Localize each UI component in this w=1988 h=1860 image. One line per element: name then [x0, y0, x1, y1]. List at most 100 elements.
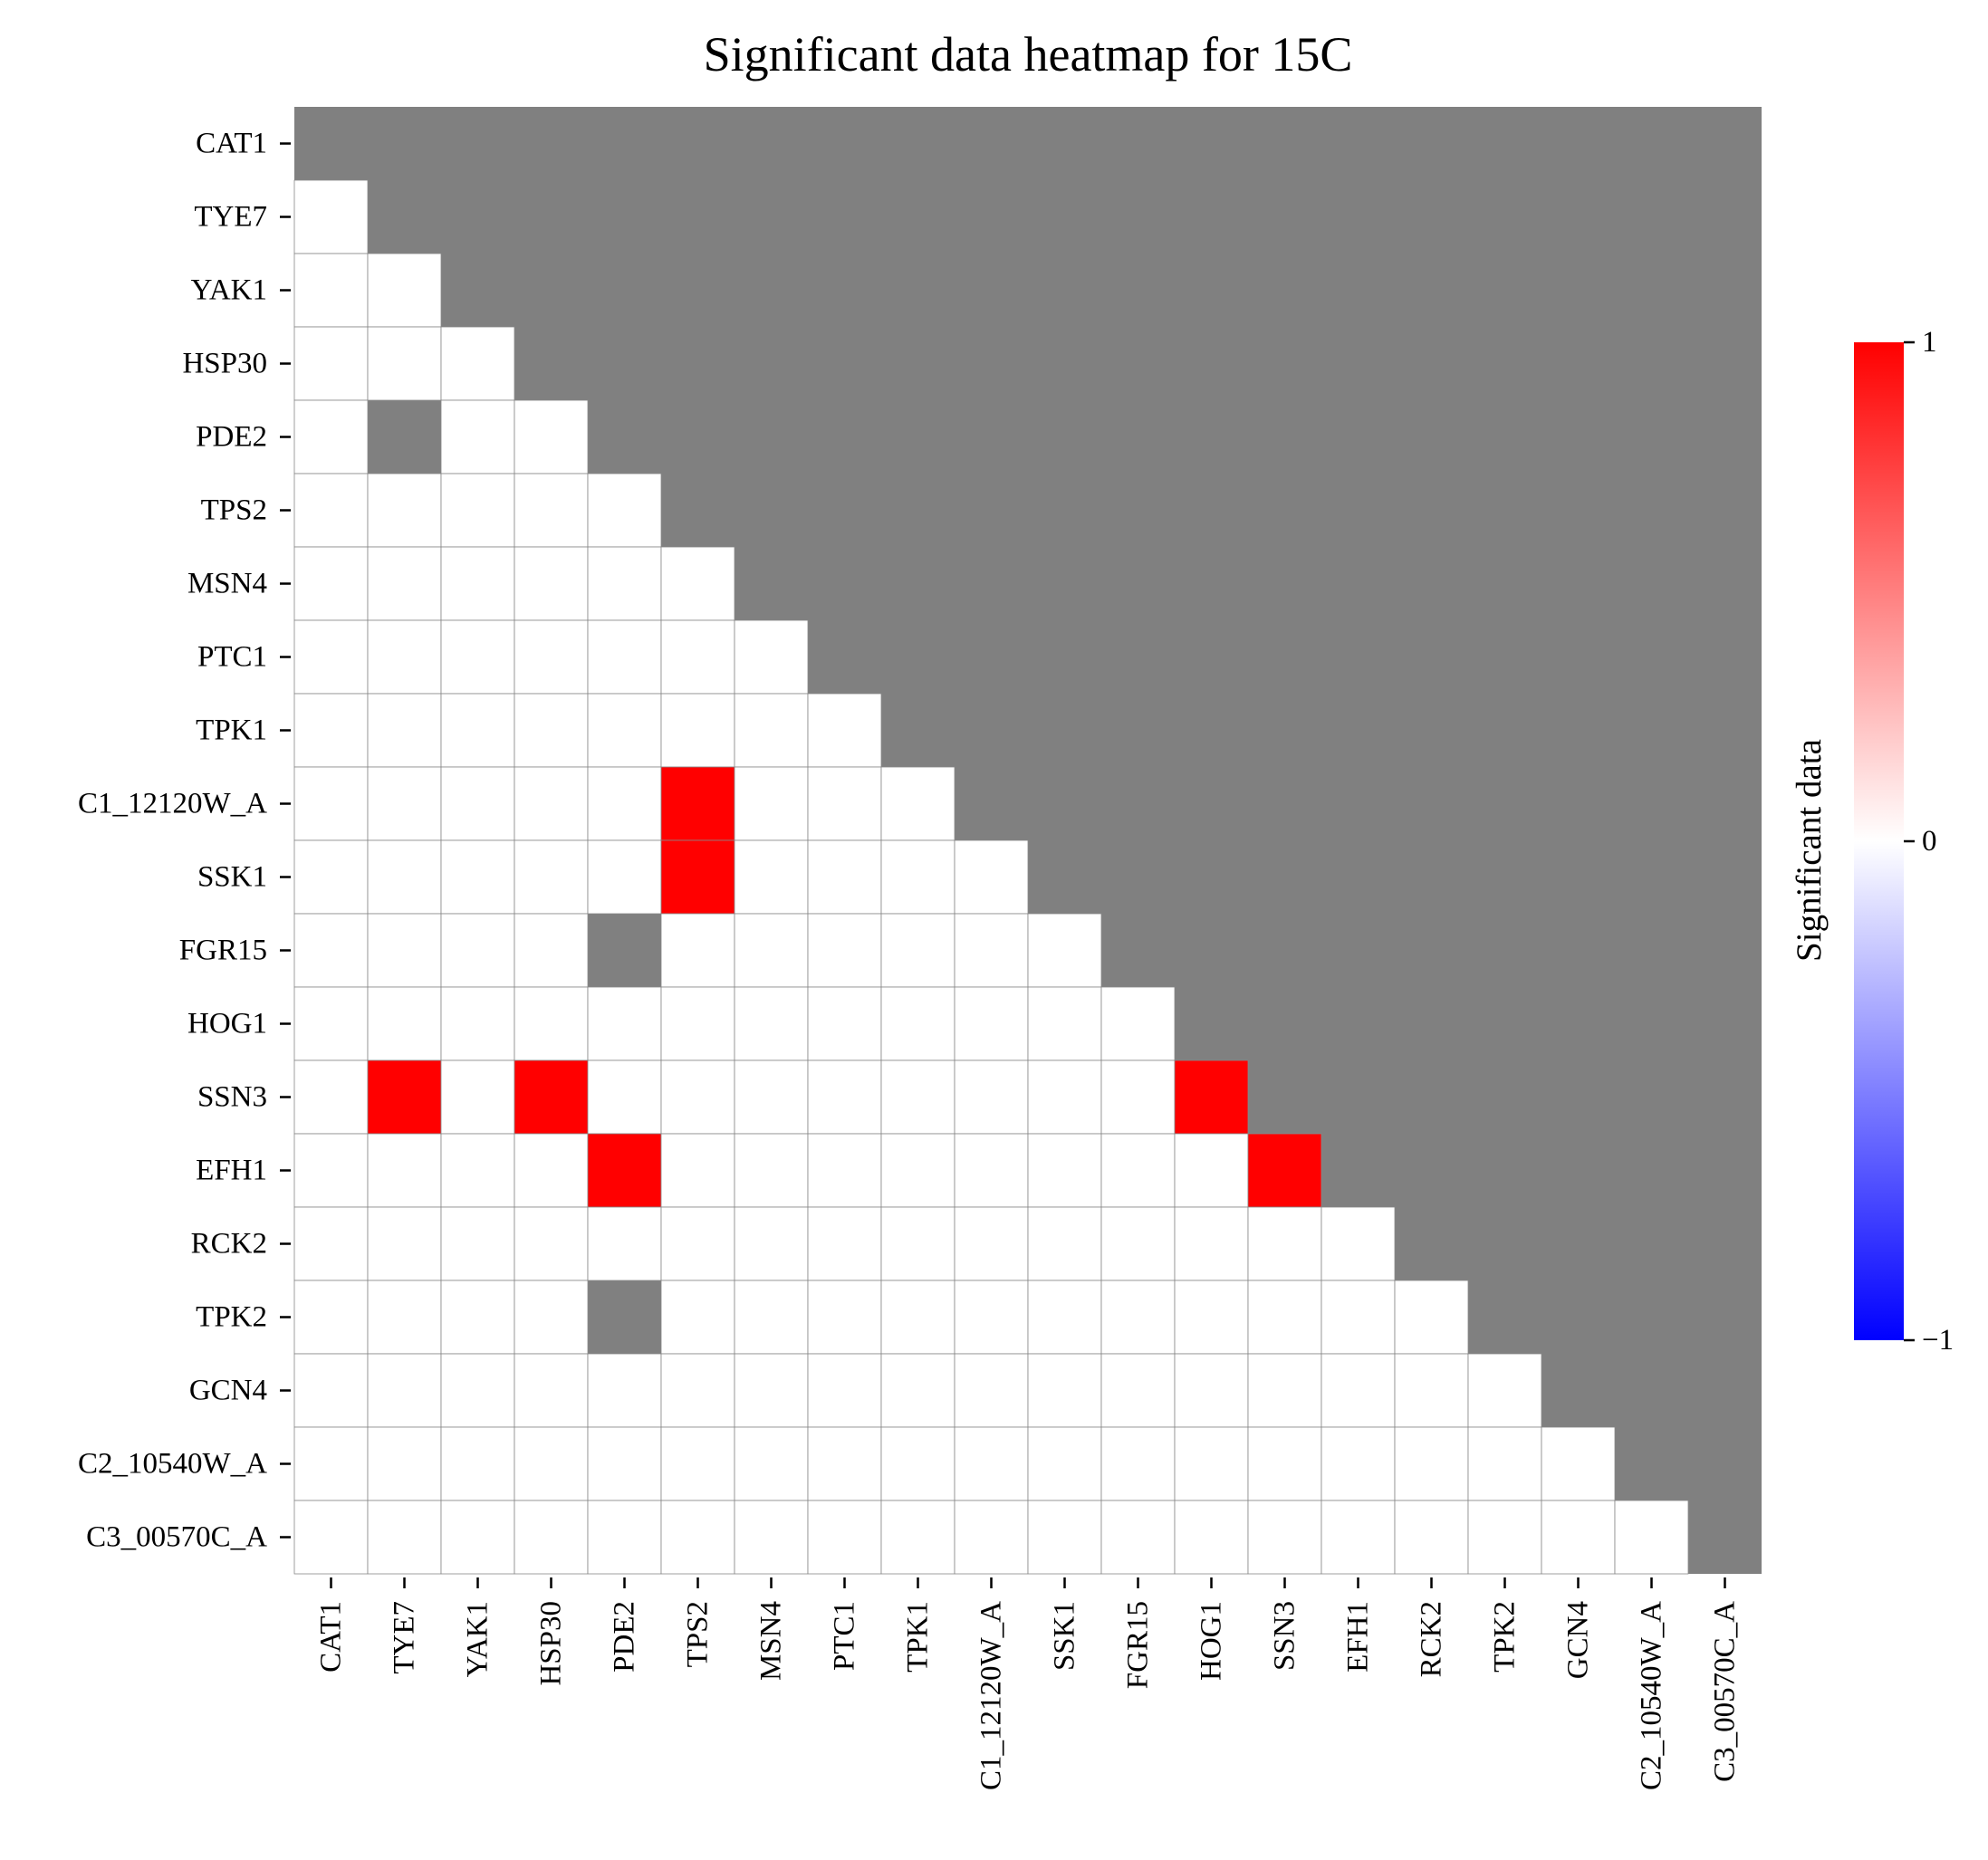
heatmap-cell-RCK2-MSN4 — [734, 1206, 809, 1281]
heatmap-cell-C1_12120W_A-PTC1 — [807, 766, 882, 841]
heatmap-cell-EFH1-HOG1 — [1174, 1133, 1249, 1208]
heatmap-cell-C2_10540W_A-PTC1 — [807, 1426, 882, 1501]
heatmap-cell-C2_10540W_A-TYE7 — [367, 1426, 442, 1501]
heatmap-cell-GCN4-EFH1 — [1321, 1353, 1396, 1428]
heatmap-cell-C2_10540W_A-FGR15 — [1100, 1426, 1176, 1501]
heatmap-cell-C2_10540W_A-SSK1 — [1027, 1426, 1102, 1501]
heatmap-cell-TPK1-PDE2 — [587, 693, 662, 768]
heatmap-cell-C3_00570C_A-RCK2 — [1394, 1500, 1469, 1575]
heatmap-cell-MSN4-HSP30 — [514, 546, 589, 621]
heatmap-cell-HOG1-FGR15 — [1100, 986, 1176, 1061]
heatmap-cell-TPK1-PTC1 — [807, 693, 882, 768]
heatmap-cell-RCK2-HOG1 — [1174, 1206, 1249, 1281]
colorbar: 1 0 −1 Significant data — [1790, 326, 1954, 1357]
heatmap-cell-RCK2-HSP30 — [514, 1206, 589, 1281]
heatmap-cell-TPK2-HOG1 — [1174, 1280, 1249, 1355]
heatmap-cell-TPK1-CAT1 — [293, 693, 369, 768]
heatmap-cell-RCK2-TPK1 — [880, 1206, 956, 1281]
heatmap-cell-MSN4-TYE7 — [367, 546, 442, 621]
heatmap-cell-SSK1-TPS2 — [660, 839, 735, 915]
y-tick-label-C2_10540W_A: C2_10540W_A — [78, 1448, 267, 1481]
heatmap-cell-GCN4-TPK2 — [1467, 1353, 1542, 1428]
heatmap-cell-HSP30-YAK1 — [440, 326, 515, 401]
x-tick-label-CAT1: CAT1 — [315, 1601, 348, 1673]
heatmap-cell-GCN4-YAK1 — [440, 1353, 515, 1428]
heatmap-cell-EFH1-SSN3 — [1247, 1133, 1322, 1208]
y-tick-label-GCN4: GCN4 — [189, 1375, 267, 1407]
heatmap-cell-SSN3-PTC1 — [807, 1059, 882, 1135]
y-tick-label-CAT1: CAT1 — [196, 128, 267, 160]
heatmap-cell-TPS2-CAT1 — [293, 473, 369, 548]
heatmap-cell-SSK1-PDE2 — [587, 839, 662, 915]
heatmap-cell-SSK1-YAK1 — [440, 839, 515, 915]
heatmap-cell-SSK1-TYE7 — [367, 839, 442, 915]
heatmap-cell-C3_00570C_A-PTC1 — [807, 1500, 882, 1575]
y-tick-label-MSN4: MSN4 — [187, 568, 267, 600]
heatmap-cell-RCK2-C1_12120W_A — [954, 1206, 1029, 1281]
heatmap-cell-MSN4-CAT1 — [293, 546, 369, 621]
heatmap-cell-SSN3-SSK1 — [1027, 1059, 1102, 1135]
heatmap-cell-PTC1-PDE2 — [587, 619, 662, 695]
heatmap-cell-C3_00570C_A-YAK1 — [440, 1500, 515, 1575]
heatmap-cell-C3_00570C_A-TYE7 — [367, 1500, 442, 1575]
x-tick-label-HSP30: HSP30 — [535, 1601, 568, 1686]
heatmap-cell-FGR15-YAK1 — [440, 913, 515, 988]
heatmap-cell-PDE2-CAT1 — [293, 399, 369, 475]
heatmap-cell-TPK1-TYE7 — [367, 693, 442, 768]
heatmap-cell-TPK2-HSP30 — [514, 1280, 589, 1355]
heatmap-cell-RCK2-TPS2 — [660, 1206, 735, 1281]
x-tick-label-SSK1: SSK1 — [1049, 1601, 1081, 1671]
heatmap-cell-GCN4-TYE7 — [367, 1353, 442, 1428]
heatmap-cell-HOG1-PTC1 — [807, 986, 882, 1061]
heatmap-cell-FGR15-TYE7 — [367, 913, 442, 988]
y-tick-label-EFH1: EFH1 — [196, 1155, 267, 1187]
heatmap-cell-PTC1-TYE7 — [367, 619, 442, 695]
heatmap-cell-C3_00570C_A-C1_12120W_A — [954, 1500, 1029, 1575]
heatmap-cell-HOG1-PDE2 — [587, 986, 662, 1061]
heatmap-cell-RCK2-FGR15 — [1100, 1206, 1176, 1281]
heatmap-cell-TPS2-TYE7 — [367, 473, 442, 548]
heatmap-cell-SSK1-MSN4 — [734, 839, 809, 915]
heatmap-cell-C2_10540W_A-EFH1 — [1321, 1426, 1396, 1501]
heatmap-cell-SSN3-YAK1 — [440, 1059, 515, 1135]
heatmap-cell-HOG1-SSK1 — [1027, 986, 1102, 1061]
heatmap-cell-FGR15-TPK1 — [880, 913, 956, 988]
heatmap-cell-SSN3-HSP30 — [514, 1059, 589, 1135]
heatmap-cell-TPK2-TPS2 — [660, 1280, 735, 1355]
heatmap-cell-C3_00570C_A-TPS2 — [660, 1500, 735, 1575]
y-tick-label-YAK1: YAK1 — [191, 274, 267, 307]
heatmap-cell-FGR15-CAT1 — [293, 913, 369, 988]
heatmap-cell-SSN3-TPK1 — [880, 1059, 956, 1135]
heatmap-cell-TPK2-YAK1 — [440, 1280, 515, 1355]
y-tick-label-FGR15: FGR15 — [179, 935, 267, 967]
heatmap-cell-FGR15-HSP30 — [514, 913, 589, 988]
heatmap-cell-C2_10540W_A-TPK2 — [1467, 1426, 1542, 1501]
heatmap-cell-GCN4-C1_12120W_A — [954, 1353, 1029, 1428]
heatmap-cell-SSN3-PDE2 — [587, 1059, 662, 1135]
heatmap-cell-HSP30-TYE7 — [367, 326, 442, 401]
heatmap-cell-C2_10540W_A-YAK1 — [440, 1426, 515, 1501]
heatmap-cell-FGR15-PTC1 — [807, 913, 882, 988]
heatmap-cell-PTC1-MSN4 — [734, 619, 809, 695]
heatmap-cell-MSN4-PDE2 — [587, 546, 662, 621]
x-axis-tick-labels: CAT1 TYE7 YAK1 HSP30 PDE2 TPS2 MSN4 PTC1 TPK1 C1_… — [315, 1577, 1742, 1790]
heatmap-cell-C1_12120W_A-MSN4 — [734, 766, 809, 841]
y-tick-label-RCK2: RCK2 — [191, 1228, 267, 1261]
heatmap-cell-C3_00570C_A-C2_10540W_A — [1614, 1500, 1689, 1575]
heatmap-cell-TPK2-FGR15 — [1100, 1280, 1176, 1355]
heatmap-cell-RCK2-SSK1 — [1027, 1206, 1102, 1281]
heatmap-cell-C1_12120W_A-TPS2 — [660, 766, 735, 841]
heatmap-cell-TPK2-C1_12120W_A — [954, 1280, 1029, 1355]
x-tick-label-C1_12120W_A: C1_12120W_A — [975, 1601, 1008, 1790]
heatmap-cell-TPK1-TPS2 — [660, 693, 735, 768]
heatmap-cell-YAK1-TYE7 — [367, 253, 442, 328]
heatmap-cell-RCK2-EFH1 — [1321, 1206, 1396, 1281]
heatmap-cell-C2_10540W_A-GCN4 — [1541, 1426, 1616, 1501]
heatmap-cell-EFH1-TYE7 — [367, 1133, 442, 1208]
heatmap-cell-C2_10540W_A-PDE2 — [587, 1426, 662, 1501]
heatmap-cell-TPS2-YAK1 — [440, 473, 515, 548]
x-tick-label-SSN3: SSN3 — [1269, 1601, 1301, 1671]
x-tick-label-HOG1: HOG1 — [1196, 1601, 1228, 1681]
y-tick-label-PTC1: PTC1 — [197, 641, 267, 674]
